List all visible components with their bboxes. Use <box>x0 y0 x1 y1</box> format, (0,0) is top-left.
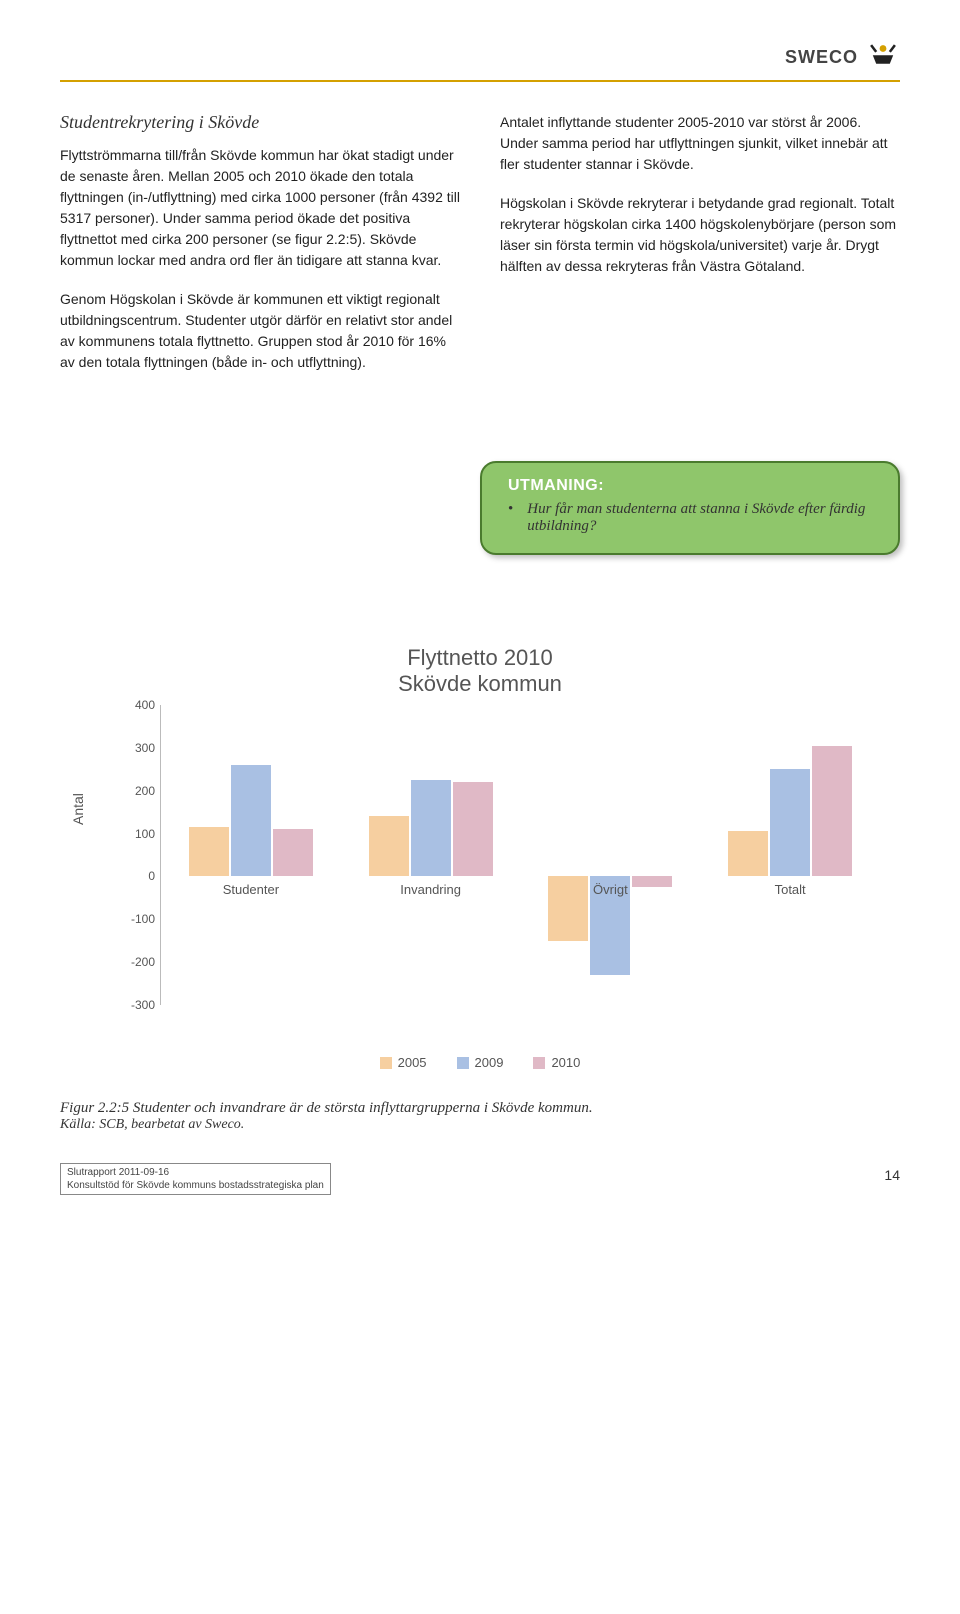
chart-subtitle: Skövde kommun <box>60 671 900 697</box>
bar <box>411 780 451 876</box>
y-tick: -100 <box>121 912 155 926</box>
legend-label: 2010 <box>551 1055 580 1070</box>
legend-swatch <box>533 1057 545 1069</box>
bar <box>453 782 493 876</box>
legend-label: 2005 <box>398 1055 427 1070</box>
left-para-1: Flyttströmmarna till/från Skövde kommun … <box>60 145 460 271</box>
chart: Flyttnetto 2010 Skövde kommun Antal -300… <box>60 645 900 1070</box>
bar <box>728 831 768 876</box>
bullet-icon: • <box>508 501 513 518</box>
y-tick: 300 <box>121 741 155 755</box>
chart-title: Flyttnetto 2010 <box>60 645 900 671</box>
callout-title: UTMANING: <box>508 477 878 495</box>
section-title: Studentrekrytering i Skövde <box>60 112 460 133</box>
category-label: Invandring <box>400 882 461 897</box>
legend-item: 2010 <box>533 1055 580 1070</box>
callout-body-text: Hur får man studenterna att stanna i Skö… <box>527 501 878 535</box>
plot-area: -300-200-1000100200300400StudenterInvand… <box>160 705 880 1005</box>
bar <box>231 765 271 876</box>
legend-item: 2005 <box>380 1055 427 1070</box>
figure-source: Källa: SCB, bearbetat av Sweco. <box>60 1117 900 1133</box>
legend: 2005 2009 2010 <box>60 1055 900 1070</box>
y-tick: 100 <box>121 827 155 841</box>
footer-box: Slutrapport 2011-09-16 Konsultstöd för S… <box>60 1163 331 1195</box>
bar <box>632 876 672 887</box>
category-label: Studenter <box>223 882 279 897</box>
right-para-1: Antalet inflyttande studenter 2005-2010 … <box>500 112 900 175</box>
bar <box>273 829 313 876</box>
legend-swatch <box>457 1057 469 1069</box>
footer-line-2: Konsultstöd för Skövde kommuns bostadsst… <box>67 1179 324 1192</box>
legend-item: 2009 <box>457 1055 504 1070</box>
figure-caption: Figur 2.2:5 Studenter och invandrare är … <box>60 1100 900 1117</box>
bar-group: Totalt <box>700 705 880 1005</box>
y-tick: -200 <box>121 955 155 969</box>
left-para-2: Genom Högskolan i Skövde är kommunen ett… <box>60 289 460 373</box>
bar <box>812 746 852 877</box>
header: SWECO <box>60 40 900 82</box>
y-axis-label: Antal <box>70 793 86 825</box>
bar <box>369 816 409 876</box>
legend-swatch <box>380 1057 392 1069</box>
bar <box>770 769 810 876</box>
category-label: Totalt <box>775 882 806 897</box>
bar-group: Invandring <box>341 705 521 1005</box>
bar <box>189 827 229 876</box>
brand-text: SWECO <box>785 47 858 68</box>
bar-group: Studenter <box>161 705 341 1005</box>
right-para-2: Högskolan i Skövde rekryterar i betydand… <box>500 193 900 277</box>
footer-line-1: Slutrapport 2011-09-16 <box>67 1166 324 1179</box>
legend-label: 2009 <box>475 1055 504 1070</box>
text-columns: Studentrekrytering i Skövde Flyttströmma… <box>60 112 900 391</box>
y-tick: 0 <box>121 869 155 883</box>
callout-box: UTMANING: • Hur får man studenterna att … <box>480 461 900 555</box>
logo-icon <box>866 40 900 74</box>
y-tick: 200 <box>121 784 155 798</box>
bar <box>548 876 588 940</box>
bar-group: Övrigt <box>521 705 701 1005</box>
y-tick: 400 <box>121 698 155 712</box>
y-tick: -300 <box>121 998 155 1012</box>
category-label: Övrigt <box>593 882 628 897</box>
